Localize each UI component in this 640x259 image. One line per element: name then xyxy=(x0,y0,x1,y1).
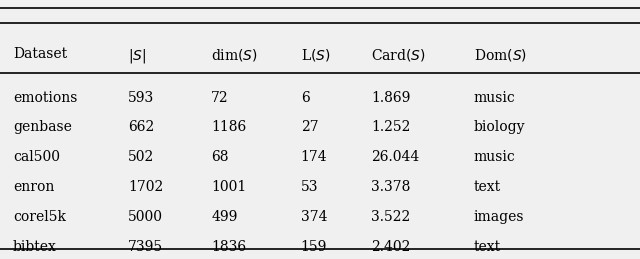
Text: 27: 27 xyxy=(301,120,319,134)
Text: biology: biology xyxy=(474,120,525,134)
Text: 159: 159 xyxy=(301,240,327,254)
Text: 26.044: 26.044 xyxy=(371,150,419,164)
Text: enron: enron xyxy=(13,180,54,194)
Text: 502: 502 xyxy=(128,150,154,164)
Text: 6: 6 xyxy=(301,91,310,105)
Text: corel5k: corel5k xyxy=(13,210,66,224)
Text: images: images xyxy=(474,210,524,224)
Text: 7395: 7395 xyxy=(128,240,163,254)
Text: 2.402: 2.402 xyxy=(371,240,411,254)
Text: genbase: genbase xyxy=(13,120,72,134)
Text: 374: 374 xyxy=(301,210,327,224)
Text: emotions: emotions xyxy=(13,91,77,105)
Text: Card$(S)$: Card$(S)$ xyxy=(371,47,426,63)
Text: text: text xyxy=(474,240,500,254)
Text: bibtex: bibtex xyxy=(13,240,57,254)
Text: text: text xyxy=(474,180,500,194)
Text: music: music xyxy=(474,91,515,105)
Text: dim$(S)$: dim$(S)$ xyxy=(211,47,258,63)
Text: 3.378: 3.378 xyxy=(371,180,411,194)
Text: 1836: 1836 xyxy=(211,240,246,254)
Text: 72: 72 xyxy=(211,91,229,105)
Text: 1001: 1001 xyxy=(211,180,246,194)
Text: 68: 68 xyxy=(211,150,228,164)
Text: cal500: cal500 xyxy=(13,150,60,164)
Text: 1.252: 1.252 xyxy=(371,120,411,134)
Text: Dom$(S)$: Dom$(S)$ xyxy=(474,47,527,63)
Text: 5000: 5000 xyxy=(128,210,163,224)
Text: Dataset: Dataset xyxy=(13,47,67,61)
Text: 174: 174 xyxy=(301,150,328,164)
Text: $|S|$: $|S|$ xyxy=(128,47,147,64)
Text: 53: 53 xyxy=(301,180,318,194)
Text: 593: 593 xyxy=(128,91,154,105)
Text: 662: 662 xyxy=(128,120,154,134)
Text: 3.522: 3.522 xyxy=(371,210,410,224)
Text: 1.869: 1.869 xyxy=(371,91,411,105)
Text: 499: 499 xyxy=(211,210,237,224)
Text: 1186: 1186 xyxy=(211,120,246,134)
Text: L$(S)$: L$(S)$ xyxy=(301,47,330,63)
Text: 1702: 1702 xyxy=(128,180,163,194)
Text: music: music xyxy=(474,150,515,164)
